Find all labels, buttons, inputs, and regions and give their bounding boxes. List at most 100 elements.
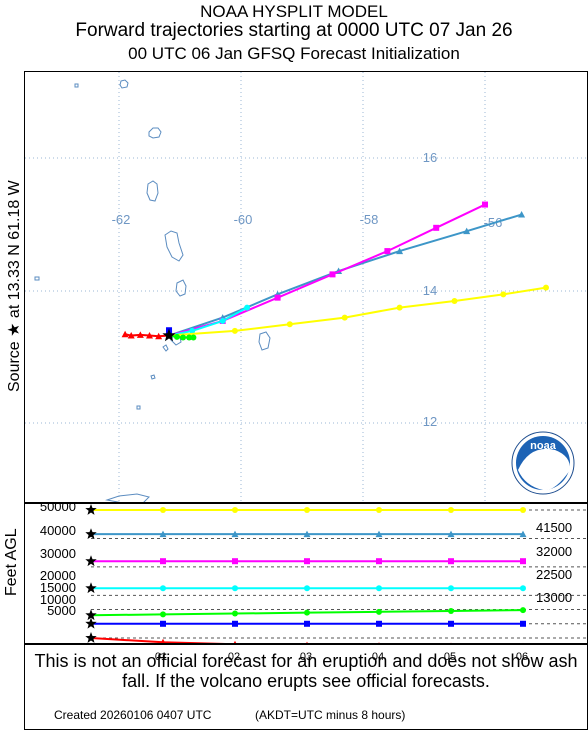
source-location-label: Source ★ at 13.33 N 61.18 W bbox=[6, 180, 23, 392]
time-label: 05 bbox=[443, 651, 457, 663]
lat-label: 12 bbox=[423, 414, 437, 429]
trajectory-point bbox=[451, 297, 458, 304]
altitude-tick-label: 5000 bbox=[47, 603, 76, 618]
altitude-canvas bbox=[85, 504, 587, 643]
trajectory-point bbox=[274, 294, 281, 301]
altitude-point bbox=[522, 642, 524, 643]
altitude-point bbox=[160, 585, 166, 592]
altitude-point bbox=[448, 607, 454, 614]
time-label: 01 bbox=[154, 651, 168, 663]
altitude-point bbox=[160, 507, 166, 513]
altitude-point bbox=[520, 507, 526, 513]
trajectory-point bbox=[482, 201, 488, 208]
altitude-point bbox=[160, 558, 166, 565]
altitude-tick-label: 20000 bbox=[39, 568, 76, 583]
trajectory-title: Forward trajectories starting at 0000 UT… bbox=[75, 20, 513, 41]
altitude-series-5000 bbox=[90, 637, 524, 643]
trajectory-point bbox=[155, 332, 163, 340]
trajectory-point bbox=[543, 284, 549, 291]
altitude-point bbox=[304, 558, 310, 565]
trajectory-32000 bbox=[168, 201, 488, 337]
trajectory-point bbox=[396, 247, 404, 255]
trajectory-point bbox=[231, 327, 238, 334]
source-star-marker bbox=[162, 328, 176, 342]
trajectory-point bbox=[518, 211, 526, 218]
trajectory-point bbox=[127, 332, 135, 339]
altitude-point bbox=[378, 642, 380, 643]
lon-label: -58 bbox=[360, 212, 379, 227]
source-star-shape bbox=[162, 328, 176, 342]
lat-label: 16 bbox=[423, 150, 437, 165]
altitude-end-label: 41500 bbox=[536, 520, 573, 535]
trajectory-13000 bbox=[168, 333, 197, 341]
trajectory-point bbox=[396, 304, 403, 311]
trajectory-50000 bbox=[168, 284, 549, 337]
altitude-point bbox=[520, 585, 526, 592]
altitude-point bbox=[232, 507, 238, 513]
altitude-series-50000 bbox=[91, 507, 526, 513]
altitude-tick-label: 50000 bbox=[39, 499, 76, 514]
altitude-start-star bbox=[85, 528, 97, 539]
altitude-axis-label: Feet AGL bbox=[3, 528, 20, 596]
trajectory-point bbox=[463, 227, 471, 235]
altitude-point bbox=[448, 507, 454, 513]
trajectory-point bbox=[190, 334, 197, 341]
lon-label: -62 bbox=[112, 212, 131, 227]
timezone-note: (AKDT=UTC minus 8 hours) bbox=[255, 708, 406, 722]
altitude-start-star bbox=[85, 555, 97, 567]
noaa-logo-text: noaa bbox=[530, 440, 557, 452]
altitude-start-star bbox=[85, 504, 97, 515]
forecast-init-subtitle: 00 UTC 06 Jan GFSQ Forecast Initializati… bbox=[128, 44, 460, 63]
altitude-point bbox=[519, 530, 527, 538]
altitude-point bbox=[232, 558, 238, 565]
altitude-point bbox=[233, 640, 237, 643]
altitude-point bbox=[375, 530, 383, 538]
trajectory-point bbox=[189, 327, 196, 334]
trajectory-point bbox=[180, 334, 187, 341]
lat-label: 14 bbox=[423, 283, 437, 298]
lon-label: -60 bbox=[234, 212, 253, 227]
altitude-series-13000 bbox=[90, 607, 526, 618]
noaa-logo: noaa bbox=[511, 431, 575, 495]
altitude-point bbox=[232, 610, 238, 617]
altitude-point bbox=[520, 607, 526, 614]
altitude-start-star bbox=[85, 609, 97, 621]
time-label: 04 bbox=[371, 651, 385, 663]
island-outlines bbox=[34, 79, 271, 502]
trajectory-point bbox=[384, 248, 391, 255]
altitude-tick-label: 10000 bbox=[39, 592, 76, 607]
trajectory-point bbox=[286, 321, 293, 328]
time-label: 02 bbox=[227, 651, 241, 663]
altitude-point bbox=[160, 620, 166, 627]
time-label: 03 bbox=[299, 651, 313, 663]
trajectory-line bbox=[168, 203, 486, 337]
altitude-point bbox=[376, 620, 382, 627]
altitude-end-label: 22500 bbox=[536, 567, 573, 582]
altitude-series-41500 bbox=[91, 530, 527, 538]
trajectory-point bbox=[433, 224, 440, 231]
trajectory-point bbox=[341, 314, 348, 321]
trajectory-map: -62 -60 -58 -56 16 14 12 bbox=[24, 71, 588, 503]
trajectory-point bbox=[219, 317, 226, 324]
altitude-point bbox=[304, 609, 310, 616]
altitude-point bbox=[304, 585, 310, 592]
altitude-series-22500 bbox=[91, 585, 526, 592]
altitude-point bbox=[376, 585, 382, 592]
map-graticule bbox=[25, 72, 587, 502]
altitude-point bbox=[520, 558, 526, 565]
altitude-point bbox=[448, 585, 454, 592]
altitude-end-label: 13000 bbox=[536, 590, 573, 605]
altitude-end-label: 32000 bbox=[536, 544, 573, 559]
altitude-point bbox=[447, 530, 455, 538]
trajectory-point bbox=[244, 304, 251, 311]
altitude-point bbox=[376, 558, 382, 565]
altitude-chart bbox=[24, 503, 588, 644]
trajectory-point bbox=[146, 332, 153, 339]
trajectory-point bbox=[121, 330, 129, 338]
altitude-point bbox=[448, 558, 454, 565]
altitude-point bbox=[160, 611, 166, 618]
altitude-point bbox=[376, 608, 382, 615]
time-label: 06 bbox=[515, 651, 529, 663]
trajectory-line bbox=[168, 306, 248, 337]
altitude-point bbox=[306, 641, 308, 643]
